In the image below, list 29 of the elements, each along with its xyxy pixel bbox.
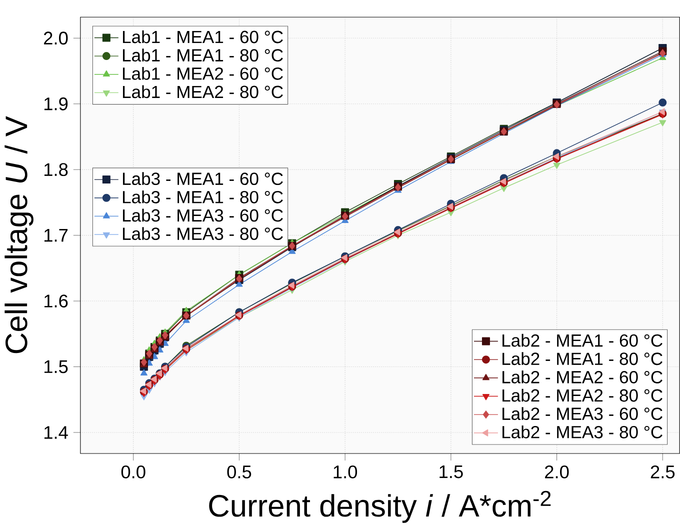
legend-label: Lab2 - MEA3 - 80 °C — [502, 426, 662, 439]
legend-label: Lab1 - MEA2 - 80 °C — [122, 86, 283, 98]
legend-label: Lab2 - MEA3 - 60 °C — [502, 407, 662, 420]
x-tick-label: 1.5 — [440, 466, 463, 478]
y-tick-label: 1.5 — [44, 360, 68, 374]
x-tick-label: 2.5 — [650, 466, 675, 479]
x-tick-label: 0.5 — [227, 466, 252, 479]
legend-label: Lab3 - MEA1 - 60 °C — [122, 172, 283, 186]
y-tick-label: 1.7 — [44, 229, 68, 242]
y-tick-label: 1.4 — [44, 426, 68, 439]
y-tick-label: 2.0 — [44, 32, 68, 45]
x-tick-label: 0.0 — [121, 466, 146, 479]
legend-label: Lab1 - MEA2 - 60 °C — [122, 67, 283, 80]
x-tick-label: 2.0 — [545, 466, 569, 479]
y-tick-label: 1.9 — [44, 98, 68, 111]
legend-label: Lab3 - MEA1 - 80 °C — [122, 190, 283, 204]
legend-label: Lab1 - MEA1 - 80 °C — [122, 48, 283, 62]
x-axis-title: Current density i / A*cm$^{-2}$ — [209, 491, 551, 524]
y-tick-label: 1.6 — [44, 294, 68, 308]
y-axis-title: Cell voltage U / V — [4, 116, 34, 354]
x-tick-label: 1.0 — [334, 466, 358, 479]
y-tick-label: 1.8 — [44, 163, 68, 176]
legend-label: Lab2 - MEA1 - 60 °C — [502, 334, 662, 347]
legend-label: Lab2 - MEA2 - 80 °C — [502, 389, 662, 402]
legend-label: Lab3 - MEA3 - 60 °C — [122, 209, 283, 222]
legend-label: Lab2 - MEA1 - 80 °C — [502, 352, 662, 366]
legend-label: Lab3 - MEA3 - 80 °C — [122, 227, 283, 240]
legend-label: Lab1 - MEA1 - 60 °C — [122, 30, 283, 44]
legend-label: Lab2 - MEA2 - 60 °C — [502, 370, 662, 384]
